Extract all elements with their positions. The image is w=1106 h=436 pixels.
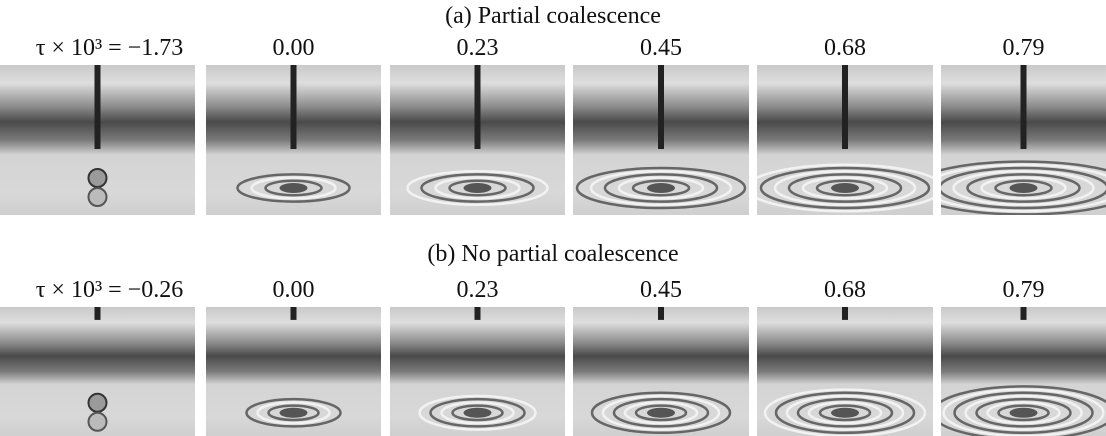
frame-label: 0.68	[824, 276, 866, 304]
droplet	[89, 169, 107, 187]
photo-frame	[757, 307, 933, 436]
needle	[842, 307, 848, 320]
panel-title: (b) No partial coalescence	[427, 240, 678, 268]
frame-label: 0.79	[1003, 276, 1045, 304]
crater	[647, 408, 675, 418]
needle	[1021, 307, 1027, 320]
needle	[658, 307, 664, 320]
frame-label: 0.45	[640, 276, 682, 304]
crater	[464, 408, 492, 418]
crater	[831, 183, 859, 193]
droplet	[89, 394, 107, 412]
droplet-reflection	[89, 188, 107, 206]
frame-label: 0.45	[640, 34, 682, 62]
crater	[464, 183, 492, 193]
photo-frame	[0, 307, 195, 436]
needle	[1021, 65, 1027, 149]
needle	[475, 65, 481, 149]
photo-frame	[941, 307, 1106, 436]
photo-frame	[757, 65, 933, 215]
crater	[280, 408, 308, 418]
needle	[475, 307, 481, 320]
photo-frame	[206, 65, 381, 215]
frame-label: 0.23	[457, 276, 499, 304]
needle	[95, 307, 101, 320]
photo-frame	[390, 65, 565, 215]
photo-frame	[941, 65, 1106, 215]
crater	[647, 183, 675, 193]
needle	[291, 307, 297, 320]
photo-frame	[390, 307, 565, 436]
needle	[842, 65, 848, 149]
crater	[280, 183, 308, 193]
droplet-reflection	[89, 413, 107, 431]
frame-label: τ × 10³ = −1.73	[36, 34, 183, 62]
frame-label: 0.23	[457, 34, 499, 62]
frame-label: τ × 10³ = −0.26	[36, 276, 183, 304]
crater	[1010, 408, 1038, 418]
photo-frame	[206, 307, 381, 436]
crater	[1010, 183, 1038, 193]
panel-title: (a) Partial coalescence	[445, 2, 661, 30]
figure: (a) Partial coalescence τ × 10³ = −1.73 0.…	[0, 0, 1106, 436]
frame-label: 0.79	[1003, 34, 1045, 62]
photo-frame	[0, 65, 195, 215]
needle	[95, 65, 101, 149]
needle	[658, 65, 664, 149]
frame-label: 0.68	[824, 34, 866, 62]
frame-label: 0.00	[273, 34, 315, 62]
frame-label: 0.00	[273, 276, 315, 304]
needle	[291, 65, 297, 149]
crater	[831, 408, 859, 418]
photo-frame	[573, 65, 749, 215]
photo-frame	[573, 307, 749, 436]
